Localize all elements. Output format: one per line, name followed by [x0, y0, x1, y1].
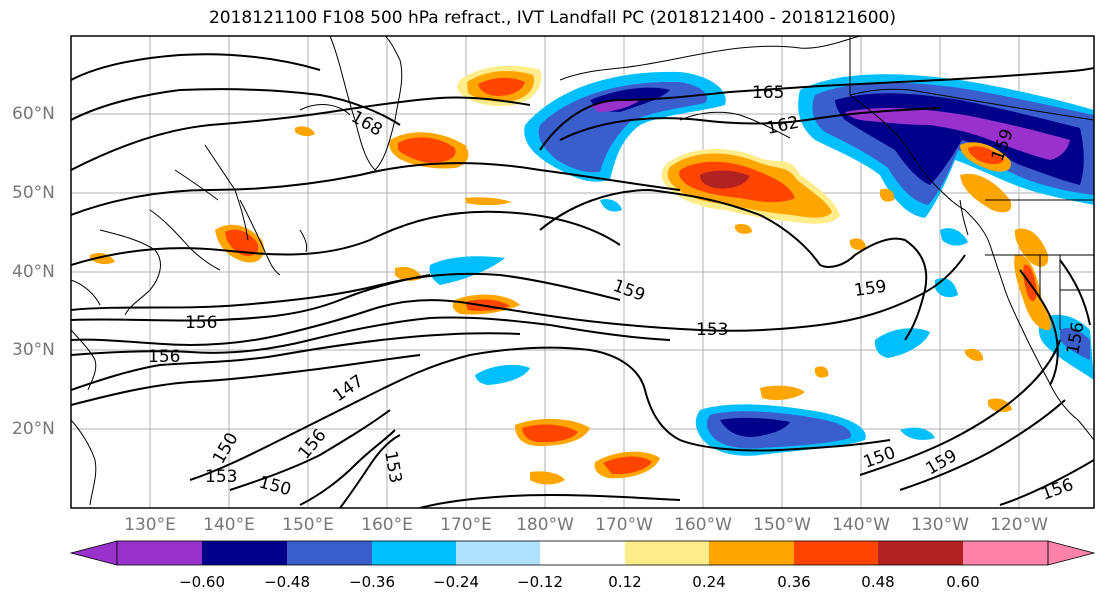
contour-label: 156 [148, 347, 180, 367]
lat-label: 30°N [12, 340, 55, 360]
colorbar-tick-label: −0.24 [433, 573, 479, 591]
lon-label: 140°W [832, 515, 890, 535]
colorbar-bin [456, 541, 540, 565]
colorbar-max-extend [1047, 540, 1096, 566]
colorbar-bin [202, 541, 287, 565]
contour-label: 156 [1039, 475, 1076, 505]
lon-label: 130°E [124, 515, 176, 535]
contour-label: 165 [752, 83, 784, 103]
colorbar [69, 540, 1096, 566]
contour-label: 153 [380, 449, 405, 484]
colorbar-bin [117, 541, 202, 565]
colorbar-tick-label: −0.60 [179, 573, 225, 591]
contour-label: 168 [348, 107, 386, 141]
contour-label: 159 [610, 276, 647, 306]
contour-label: 153 [205, 467, 237, 487]
lon-label: 150°E [282, 515, 334, 535]
colorbar-bin [372, 541, 456, 565]
lon-label: 120°W [990, 515, 1048, 535]
colorbar-tick-label: −0.36 [349, 573, 395, 591]
lat-label: 60°N [12, 104, 55, 124]
contour-label: 147 [329, 371, 367, 406]
lon-label: 130°W [911, 515, 969, 535]
colorbar-bin [963, 541, 1048, 565]
contour-label: 159 [853, 277, 888, 301]
positive-anomaly-shading [90, 65, 1052, 485]
contour-label: 150 [257, 473, 294, 501]
lat-label: 50°N [12, 183, 55, 203]
contour-lines [71, 53, 1094, 508]
lon-label: 150°W [753, 515, 811, 535]
colorbar-bin [709, 541, 794, 565]
lon-label: 160°E [361, 515, 413, 535]
colorbar-tick-label: −0.12 [517, 573, 563, 591]
contour-label: 153 [696, 320, 728, 340]
negative-anomaly-shading [429, 71, 1094, 456]
coastlines [71, 36, 1094, 506]
colorbar-tick-label: 0.24 [692, 573, 726, 591]
contour-label: 156 [295, 425, 331, 463]
lat-label: 20°N [12, 419, 55, 439]
colorbar-bin [878, 541, 963, 565]
lon-label: 180°W [516, 515, 574, 535]
colorbar-bin [625, 541, 709, 565]
lat-label: 40°N [12, 262, 55, 282]
contour-label: 162 [765, 113, 801, 139]
colorbar-tick-label: 0.48 [861, 573, 895, 591]
colorbar-bin [540, 541, 625, 565]
map-title: 2018121100 F108 500 hPa refract., IVT La… [208, 8, 896, 28]
colorbar-frame [116, 540, 1049, 566]
lon-label: 160°W [674, 515, 732, 535]
colorbar-bin [287, 541, 372, 565]
colorbar-tick-label: 0.60 [946, 573, 980, 591]
colorbar-bin [794, 541, 878, 565]
colorbar-tick-label: 0.12 [608, 573, 642, 591]
contour-label: 156 [185, 313, 217, 333]
map-frame [70, 35, 1095, 509]
colorbar-tick-label: 0.36 [777, 573, 811, 591]
lon-label: 170°E [440, 515, 492, 535]
colorbar-min-extend [69, 540, 118, 566]
lon-label: 170°W [595, 515, 653, 535]
lon-label: 140°E [203, 515, 255, 535]
colorbar-tick-label: −0.48 [264, 573, 310, 591]
contour-label: 150 [861, 443, 898, 473]
